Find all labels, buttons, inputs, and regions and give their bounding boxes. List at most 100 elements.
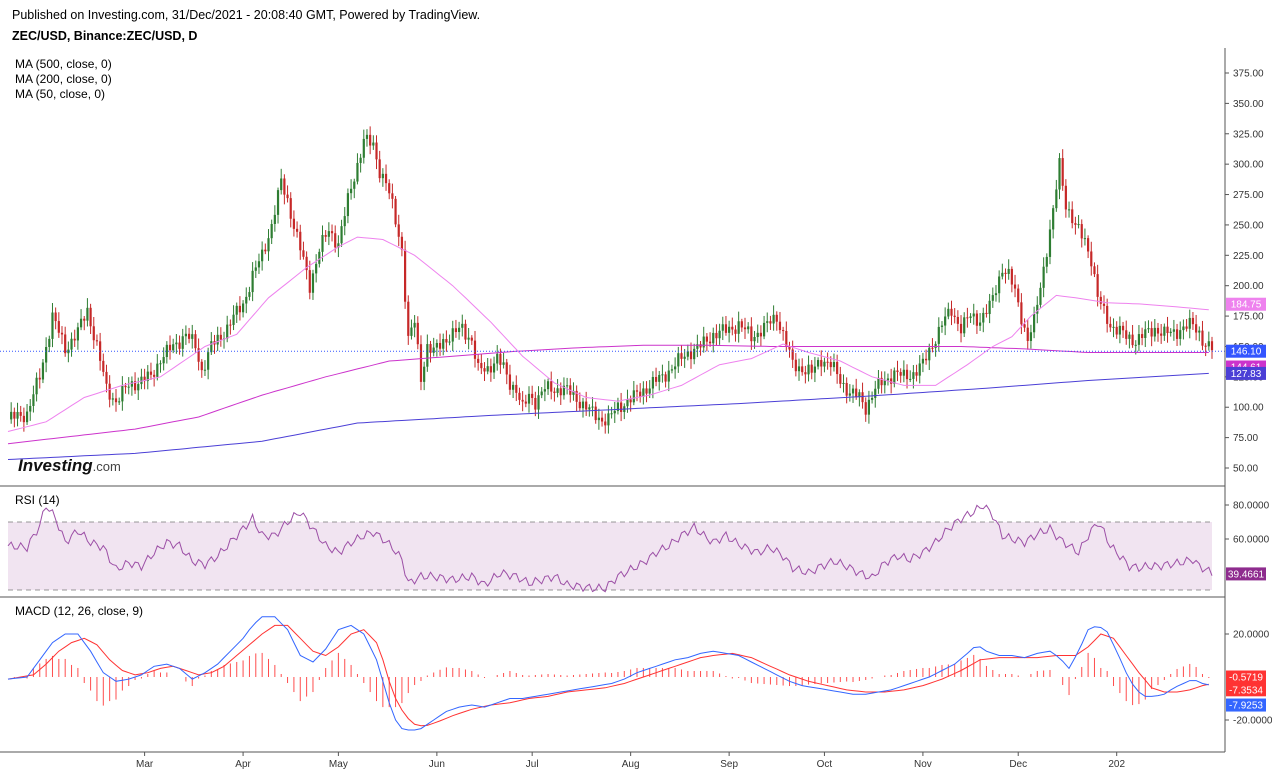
y-tick-label: 350.00 (1233, 99, 1264, 110)
candle-body (540, 391, 543, 396)
candle-body (791, 349, 794, 360)
candle-body (343, 216, 346, 227)
candle-body (426, 344, 429, 367)
candle-body (886, 378, 890, 381)
candle-body (801, 366, 804, 373)
candle-body (566, 385, 569, 387)
candle-body (1013, 284, 1017, 289)
candle-body (740, 321, 743, 328)
candle-body (378, 159, 381, 179)
macd-signal-line (7, 624, 1209, 727)
candle-body (308, 270, 311, 293)
candle-body (1179, 330, 1182, 339)
candle-body (153, 374, 156, 377)
candle-body (848, 393, 851, 396)
candle-body (931, 347, 934, 349)
candle-body (226, 324, 229, 339)
x-tick-label: Oct (817, 759, 833, 770)
candle-body (604, 421, 607, 426)
candle-body (1042, 266, 1045, 288)
candle-body (645, 388, 648, 394)
candle-body (772, 314, 775, 324)
candle-body (1112, 326, 1115, 328)
ma200-line (7, 344, 1209, 445)
candle-body (613, 410, 616, 414)
candle-body (794, 359, 797, 372)
macd-value-tag: -7.9253 (1226, 698, 1266, 712)
macd-value-tag-text: -7.9253 (1229, 701, 1263, 712)
candle-body (295, 228, 299, 232)
price-value-tag-bg (1226, 344, 1266, 358)
candle-body (1077, 224, 1080, 226)
candle-body (108, 383, 111, 400)
candle-body (1055, 189, 1058, 209)
candle-body (461, 323, 464, 328)
ma500-legend: MA (500, close, 0) (15, 57, 112, 71)
candle-body (893, 370, 896, 384)
candle-body (105, 371, 108, 384)
candle-body (1195, 324, 1198, 333)
candle-body (762, 322, 766, 337)
candle-body (48, 338, 51, 348)
candle-body (820, 360, 823, 367)
candle-body (518, 392, 521, 400)
candle-body (813, 366, 817, 373)
candle-body (988, 300, 991, 315)
candle-body (654, 376, 658, 382)
price-value-tag: 146.10 (1226, 344, 1266, 358)
candle-body (219, 334, 222, 340)
candle-body (864, 402, 867, 415)
candle-body (470, 337, 473, 341)
candle-body (1172, 329, 1175, 332)
candle-body (985, 312, 988, 315)
macd-tick-label: -20.0000 (1233, 716, 1273, 727)
candle-body (445, 339, 448, 343)
candle-body (133, 381, 137, 391)
candle-body (807, 364, 810, 375)
candle-body (410, 327, 413, 336)
candle-body (1163, 326, 1166, 336)
candle-body (1109, 323, 1112, 328)
candle-body (349, 188, 353, 194)
y-tick-label: 75.00 (1233, 433, 1258, 444)
rsi-panel (7, 504, 1213, 593)
candle-body (178, 342, 181, 349)
candle-body (877, 377, 880, 389)
candle-body (670, 369, 674, 371)
candle-body (79, 318, 83, 328)
candle-body (775, 314, 778, 322)
candle-body (67, 349, 70, 354)
candle-body (797, 366, 801, 372)
candle-body (102, 360, 105, 372)
candle-body (1074, 223, 1077, 225)
candle-body (642, 388, 645, 397)
candle-body (162, 357, 165, 364)
candle-body (16, 411, 19, 419)
candle-body (299, 231, 302, 251)
candle-body (200, 361, 203, 371)
published-note: Published on Investing.com, 31/Dec/2021 … (12, 8, 481, 22)
candle-body (597, 417, 600, 421)
candle-body (146, 371, 149, 382)
candle-body (778, 321, 782, 331)
rsi-value-tag: 39.4661 (1226, 567, 1266, 581)
candle-body (928, 347, 931, 361)
candle-body (1007, 268, 1010, 274)
candle-body (712, 332, 715, 344)
candle-body (1004, 272, 1007, 274)
candle-body (334, 233, 337, 248)
candle-body (1150, 328, 1153, 337)
candle-body (254, 267, 257, 271)
candle-body (788, 346, 791, 350)
candle-body (839, 374, 842, 384)
candle-body (594, 406, 597, 421)
ma50-value-tag-text: 184.75 (1231, 300, 1262, 311)
candle-body (890, 378, 893, 384)
candle-body (187, 333, 191, 339)
candle-body (940, 325, 944, 327)
x-tick-label: Aug (622, 759, 640, 770)
ma500-line (7, 372, 1209, 460)
candle-body (524, 401, 527, 404)
candle-body (1090, 251, 1093, 267)
